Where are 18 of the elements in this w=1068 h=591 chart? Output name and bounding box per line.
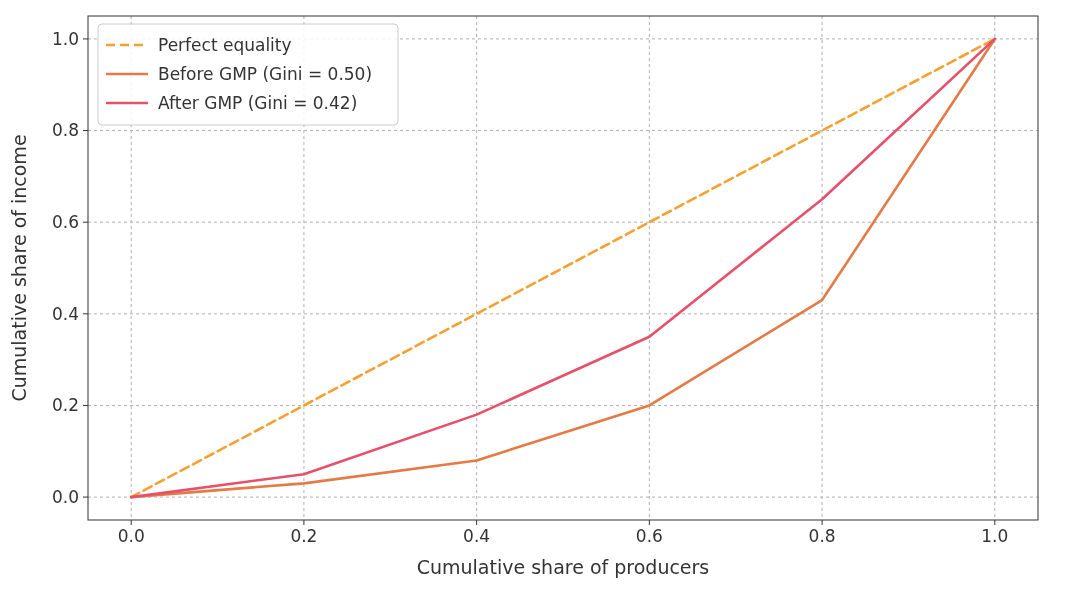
- x-tick-label: 0.0: [117, 526, 145, 546]
- x-tick-label: 0.4: [463, 526, 491, 546]
- y-tick-label: 0.8: [51, 120, 79, 141]
- y-tick-label: 0.4: [51, 303, 79, 324]
- x-tick-label: 0.8: [808, 526, 836, 546]
- y-tick-label: 0.0: [51, 487, 79, 508]
- x-tick-label: 1.0: [981, 526, 1009, 546]
- y-tick-label: 1.0: [51, 28, 79, 49]
- y-tick-label: 0.2: [51, 395, 79, 416]
- line-series: [129, 37, 997, 499]
- x-tick-label: 0.6: [635, 526, 663, 546]
- legend-label: After GMP (Gini = 0.42): [158, 92, 358, 113]
- legend-label: Perfect equality: [158, 34, 292, 55]
- x-axis-title: Cumulative share of producers: [416, 556, 710, 578]
- legend-label: Before GMP (Gini = 0.50): [158, 63, 373, 84]
- y-tick-label: 0.6: [51, 212, 79, 233]
- y-axis-title: Cumulative share of income: [8, 134, 30, 402]
- x-tick-label: 0.2: [290, 526, 318, 546]
